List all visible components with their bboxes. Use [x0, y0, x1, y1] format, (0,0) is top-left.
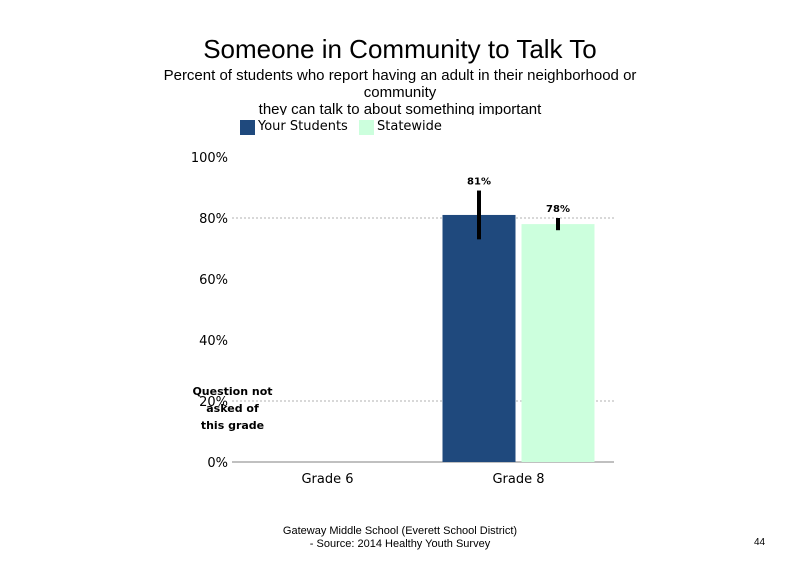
legend-swatch-statewide: [359, 120, 374, 135]
chart-subtitle: Percent of students who report having an…: [130, 67, 670, 115]
legend-label-statewide: Statewide: [377, 119, 442, 134]
bar: [442, 214, 516, 462]
y-tick-label: 40%: [199, 334, 228, 349]
y-tick-label: 60%: [199, 273, 228, 288]
no-data-note-line: asked of: [206, 402, 259, 415]
y-tick-label: 100%: [191, 151, 228, 166]
no-data-note-line: Question not: [192, 385, 272, 398]
bar: [521, 224, 595, 462]
y-tick-label: 20%: [199, 395, 228, 410]
page-number: 44: [754, 537, 766, 548]
footer-line-2: - Source: 2014 Healthy Youth Survey: [309, 538, 491, 550]
subtitle-line-2: they can talk to about something importa…: [258, 101, 542, 115]
legend-swatch-your-students: [240, 120, 255, 135]
y-tick-label: 0%: [207, 456, 228, 471]
no-data-note-line: this grade: [201, 419, 264, 432]
subtitle-line-1: Percent of students who report having an…: [163, 67, 637, 101]
footer-line-1: Gateway Middle School (Everett School Di…: [282, 525, 518, 537]
data-label: 81%: [467, 177, 491, 188]
x-tick-label: Grade 6: [301, 472, 353, 487]
chart-footer: Gateway Middle School (Everett School Di…: [200, 525, 600, 551]
legend-label-your-students: Your Students: [258, 119, 348, 134]
chart-title: Someone in Community to Talk To: [203, 34, 597, 64]
x-tick-label: Grade 8: [492, 472, 544, 487]
y-tick-label: 80%: [199, 212, 228, 227]
data-label: 78%: [546, 204, 570, 215]
